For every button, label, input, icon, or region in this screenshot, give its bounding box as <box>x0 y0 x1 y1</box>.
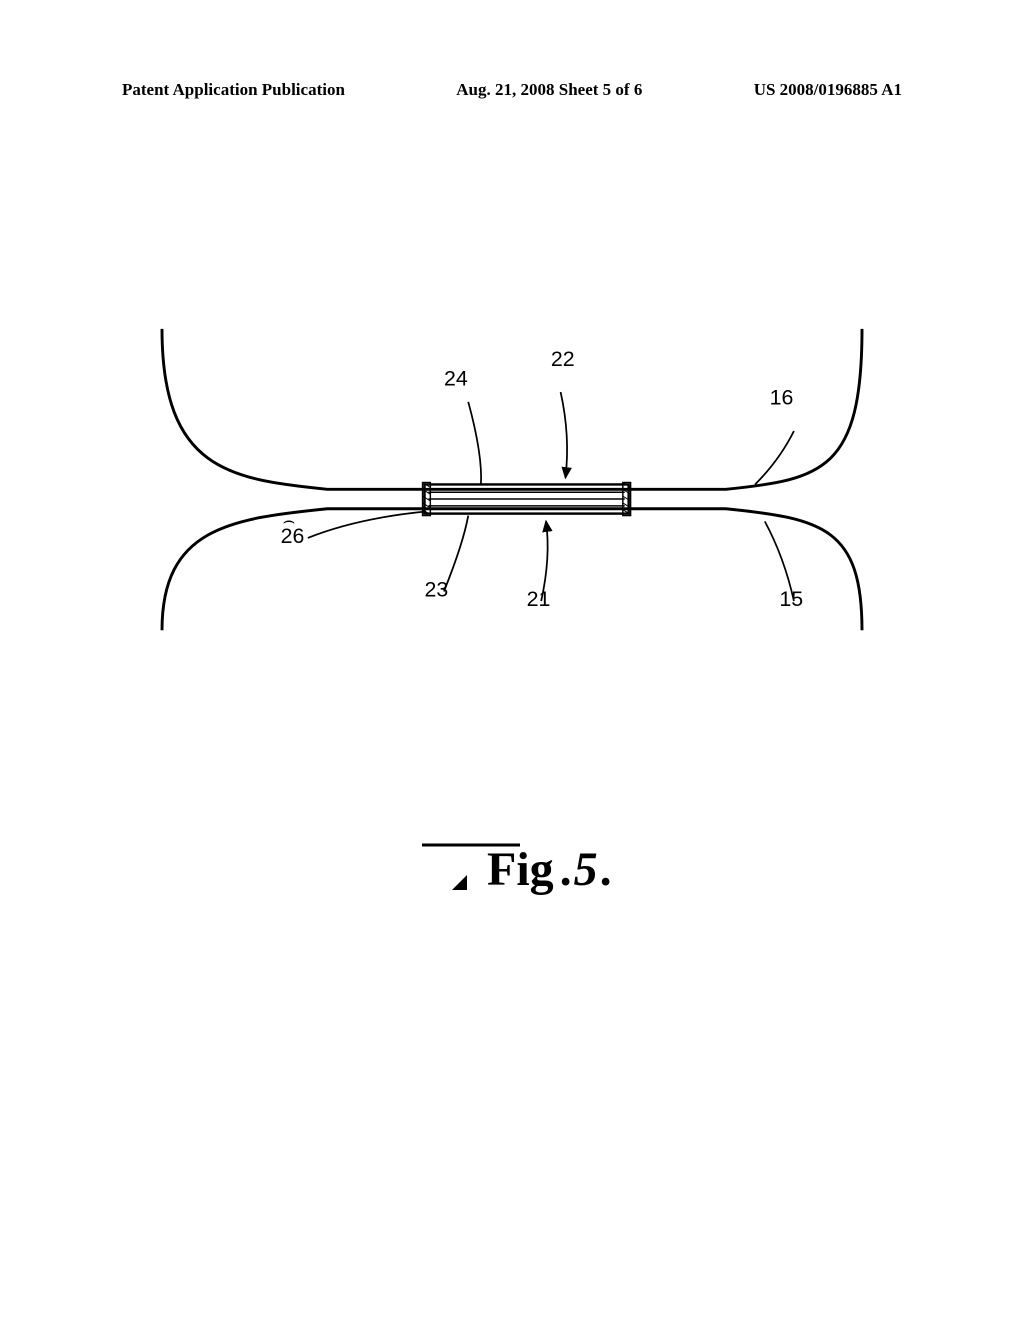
figure-5: 222416⌢26232115 <box>122 290 902 640</box>
svg-text:16: 16 <box>770 386 794 410</box>
header-left: Patent Application Publication <box>122 80 345 100</box>
caption-svg: Fig.5. <box>382 830 642 910</box>
figure-svg: 222416⌢26232115 <box>122 290 902 640</box>
svg-text:Fig.5.: Fig.5. <box>487 843 612 896</box>
header-row: Patent Application Publication Aug. 21, … <box>122 80 902 100</box>
figure-caption: Fig.5. <box>0 830 1024 915</box>
svg-text:21: 21 <box>527 587 551 611</box>
svg-text:22: 22 <box>551 347 575 371</box>
header-center: Aug. 21, 2008 Sheet 5 of 6 <box>456 80 642 100</box>
header-right: US 2008/0196885 A1 <box>754 80 902 100</box>
svg-text:26: 26 <box>281 524 305 548</box>
svg-text:15: 15 <box>779 587 803 611</box>
svg-text:24: 24 <box>444 366 468 390</box>
svg-text:23: 23 <box>425 577 449 601</box>
page-header: Patent Application Publication Aug. 21, … <box>0 80 1024 100</box>
